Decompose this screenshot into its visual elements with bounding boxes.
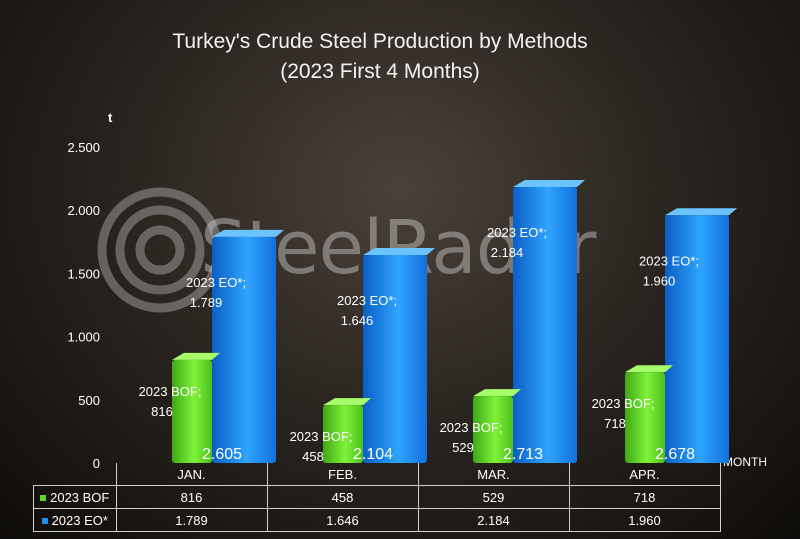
bar-eo-top: [665, 208, 737, 216]
table-header-row: JAN. FEB. MAR. APR.: [34, 463, 721, 486]
data-table: JAN. FEB. MAR. APR. 2023 BOF 816 458 529…: [33, 463, 721, 532]
y-tick-label: 1.500: [67, 266, 100, 281]
legend-label-eo: 2023 EO*: [51, 512, 108, 528]
bar-bof-top: [323, 398, 371, 406]
table-cell: 458: [266, 485, 419, 509]
table-cell: 718: [568, 485, 721, 509]
legend-key-bof: [40, 495, 47, 502]
data-label-bof-name: 2023 BOF;: [290, 429, 353, 444]
data-label-eo-name: 2023 EO*;: [337, 293, 397, 308]
table-cell: 1.646: [266, 508, 419, 532]
table-cell: 1.789: [115, 508, 268, 532]
data-label-eo-name: 2023 EO*;: [186, 275, 246, 290]
table-header-apr: APR.: [568, 463, 721, 486]
bar-bof-top: [172, 352, 220, 360]
table-cell: 529: [417, 485, 570, 509]
bar-bof: [473, 396, 513, 463]
bar-bof: [323, 405, 363, 463]
table-legend-bof: 2023 BOF: [33, 485, 117, 509]
table-cell: 816: [115, 485, 268, 509]
data-label-bof-value: 458: [302, 449, 324, 464]
data-label-bof-value: 529: [452, 440, 474, 455]
bar-bof: [172, 359, 212, 463]
data-label-bof-name: 2023 BOF;: [440, 420, 503, 435]
y-tick-label: 1.000: [67, 330, 100, 345]
bar-eo: [513, 186, 577, 464]
total-label: 2.678: [655, 446, 695, 463]
data-label-bof-value: 718: [604, 416, 626, 431]
table-cell: 2.184: [417, 508, 570, 532]
chart-title-line1: Turkey's Crude Steel Production by Metho…: [172, 30, 588, 53]
table-row-eo: 2023 EO* 1.789 1.646 2.184 1.960: [33, 508, 721, 532]
data-label-eo-value: 1.789: [190, 295, 223, 310]
bar-bof-top: [625, 365, 673, 373]
data-label-eo-value: 1.960: [643, 273, 676, 288]
table-header-mar: MAR.: [417, 463, 570, 486]
legend-key-eo: [41, 518, 48, 525]
table-row-bof: 2023 BOF 816 458 529 718: [33, 485, 721, 509]
bar-eo-top: [513, 179, 585, 187]
data-label-eo-name: 2023 EO*;: [639, 253, 699, 268]
table-corner: [34, 463, 117, 486]
data-label-bof-value: 816: [151, 404, 173, 419]
data-label-eo-name: 2023 EO*;: [487, 225, 547, 240]
data-label-eo-value: 1.646: [341, 313, 374, 328]
table-cell: 1.960: [568, 508, 721, 532]
bar-bof: [625, 372, 665, 463]
total-label: 2.104: [353, 446, 393, 463]
bar-eo-top: [212, 229, 284, 237]
chart-title-line2: (2023 First 4 Months): [280, 60, 480, 83]
table-header-jan: JAN.: [115, 463, 268, 486]
y-axis-unit: t: [108, 110, 113, 125]
total-label: 2.605: [202, 446, 242, 463]
x-axis-label: MONTH: [723, 455, 767, 469]
bar-bof-top: [473, 389, 521, 397]
legend-label-bof: 2023 BOF: [50, 489, 110, 505]
bar-eo: [665, 215, 729, 463]
total-label: 2.713: [503, 446, 543, 463]
y-tick-label: 2.000: [67, 203, 100, 218]
y-tick-label: 2.500: [67, 140, 100, 155]
bar-eo: [212, 236, 276, 463]
y-tick-label: 0: [93, 456, 100, 471]
bar-eo: [363, 254, 427, 463]
y-tick-label: 500: [78, 393, 100, 408]
table-legend-eo: 2023 EO*: [33, 508, 117, 532]
table-header-feb: FEB.: [266, 463, 419, 486]
data-label-bof-name: 2023 BOF;: [139, 384, 202, 399]
data-label-bof-name: 2023 BOF;: [592, 396, 655, 411]
bar-eo-top: [363, 247, 435, 255]
data-label-eo-value: 2.184: [491, 245, 524, 260]
